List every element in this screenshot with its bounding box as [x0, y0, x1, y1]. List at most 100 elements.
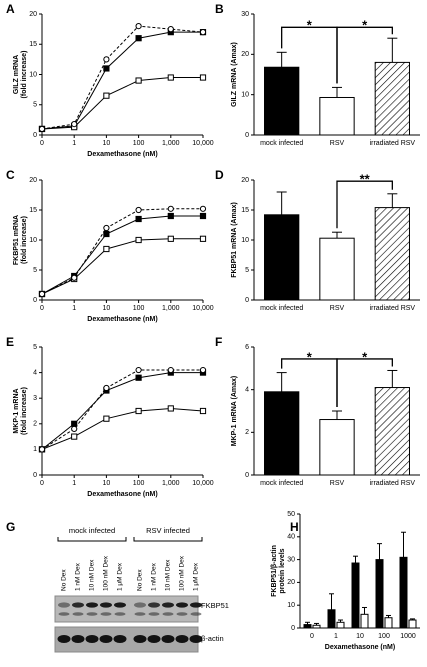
marker: [103, 56, 110, 63]
marker: [135, 366, 142, 374]
band: [114, 612, 126, 616]
y-tick-label: 10: [241, 237, 249, 244]
marker: [167, 235, 174, 242]
marker: [38, 290, 46, 298]
y-axis-label: MKP-1 mRNA: [13, 388, 20, 433]
band: [176, 602, 188, 608]
band: [190, 612, 202, 616]
marker: [199, 235, 207, 242]
y-axis-label: FKBP51/β-actin: [271, 545, 278, 597]
x-tick-label: 100: [133, 305, 145, 312]
marker: [103, 65, 110, 72]
band: [176, 612, 188, 616]
band: [58, 602, 70, 608]
group-label: RSV infected: [146, 526, 190, 535]
y-tick-label: 4: [33, 369, 37, 376]
band: [114, 602, 126, 608]
marker: [71, 274, 78, 281]
lane-label: No Dex: [137, 569, 144, 591]
band: [72, 602, 84, 608]
x-tick-label: 10: [103, 305, 111, 312]
significance-bracket: [336, 358, 393, 407]
marker: [135, 215, 142, 223]
y-tick-label: 3: [33, 395, 37, 402]
x-tick-label: irradiated RSV: [370, 305, 416, 312]
marker: [38, 446, 46, 453]
y-tick-label: 2: [33, 421, 37, 428]
y-tick-label: 50: [287, 511, 295, 518]
series-line: [41, 208, 203, 295]
significance-label: *: [362, 349, 368, 364]
group-bracket: [57, 537, 127, 542]
band: [86, 602, 98, 608]
lane-label: 100 nM Dex: [103, 555, 110, 591]
group-label: mock infected: [69, 526, 115, 535]
lane-label: 100 nM Dex: [179, 555, 186, 591]
y-tick-label: 40: [287, 534, 295, 541]
marker: [71, 121, 78, 128]
x-tick-label: 1000: [400, 633, 416, 640]
lane-label: 1 μM Dex: [117, 562, 124, 591]
band: [100, 612, 112, 616]
x-tick-label: 10,000: [192, 140, 214, 147]
x-tick-label: RSV: [330, 305, 345, 312]
y-axis-label: FKBP51 mRNA: [13, 215, 20, 265]
marker: [103, 415, 110, 422]
band: [72, 612, 84, 616]
marker: [135, 236, 142, 244]
marker: [38, 125, 46, 133]
y-tick-label: 30: [241, 11, 249, 18]
y-tick-label: 2: [245, 429, 249, 436]
marker: [135, 35, 142, 42]
lane-label: 1 μM Dex: [193, 562, 200, 591]
x-tick-label: irradiated RSV: [370, 140, 416, 147]
x-tick-label: 1: [72, 140, 76, 147]
y-axis-label: protein levels: [279, 548, 286, 593]
marker: [135, 374, 142, 381]
x-tick-label: 1,000: [162, 140, 180, 147]
marker: [167, 366, 174, 374]
x-tick-label: RSV: [330, 480, 345, 487]
bar: [336, 621, 345, 629]
band: [189, 635, 203, 643]
marker: [103, 230, 110, 238]
y-tick-label: 0: [245, 297, 249, 304]
x-tick-label: RSV: [330, 140, 345, 147]
series-line: [41, 25, 204, 130]
marker: [199, 29, 207, 36]
y-tick-label: 1: [33, 446, 37, 453]
x-tick-label: 0: [310, 633, 314, 640]
series-line: [41, 215, 203, 295]
x-tick-label: 100: [133, 480, 145, 487]
y-tick-label: 15: [241, 207, 249, 214]
marker: [199, 205, 207, 212]
band: [86, 612, 98, 616]
marker: [135, 206, 142, 214]
band: [147, 635, 161, 643]
y-axis-label: FKBP51 mRNA (Amax): [231, 202, 238, 278]
x-tick-label: 0: [40, 305, 44, 312]
band: [190, 602, 202, 608]
band: [175, 635, 189, 643]
y-tick-label: 0: [33, 297, 37, 304]
marker: [199, 366, 207, 374]
panel-letter: A: [6, 2, 15, 16]
y-tick-label: 20: [29, 11, 37, 18]
panel-letter: C: [6, 168, 15, 182]
y-axis-label: GILZ mRNA: [13, 55, 20, 94]
significance-bracket: [336, 26, 393, 84]
y-axis-label: (fold increase): [21, 51, 28, 99]
bar: [312, 624, 321, 629]
y-tick-label: 15: [29, 41, 37, 48]
y-tick-label: 10: [29, 71, 37, 78]
bar: [408, 619, 417, 629]
band: [85, 635, 99, 643]
band: [57, 635, 71, 643]
band: [58, 612, 70, 616]
bar: [264, 391, 300, 476]
marker: [135, 23, 142, 30]
series-line: [41, 77, 203, 130]
panel-letter: B: [215, 2, 224, 16]
x-tick-label: 10,000: [192, 480, 214, 487]
